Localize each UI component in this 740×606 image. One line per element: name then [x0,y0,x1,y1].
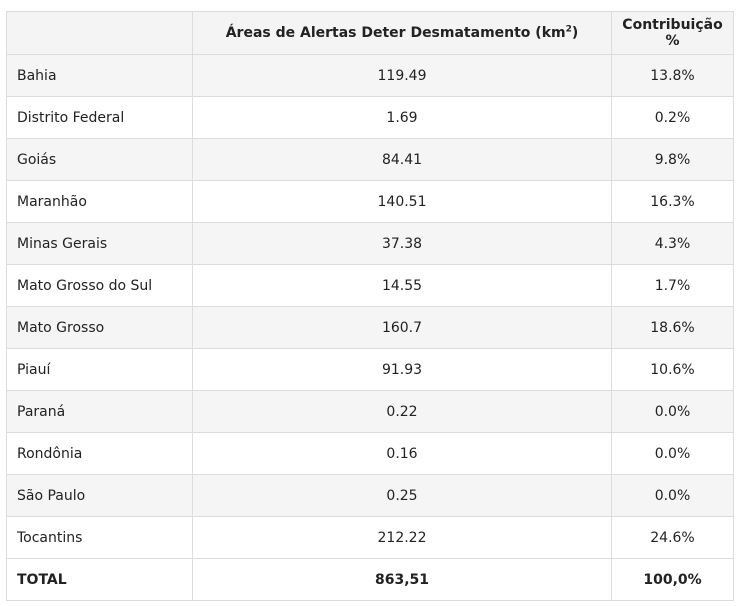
state-cell: Piauí [6,348,193,391]
contribution-cell: 24.6% [611,516,734,559]
header-area: Áreas de Alertas Deter Desmatamento (km2… [192,11,612,55]
state-cell: Rondônia [6,432,193,475]
state-cell: Tocantins [6,516,193,559]
table-row: Mato Grosso 160.7 18.6% [6,306,734,349]
header-state [6,11,193,55]
contribution-cell: 9.8% [611,138,734,181]
table-row: Tocantins 212.22 24.6% [6,516,734,559]
area-cell: 140.51 [192,180,612,223]
contribution-cell: 0.0% [611,474,734,517]
total-area: 863,51 [192,558,612,601]
area-cell: 0.16 [192,432,612,475]
table-row: São Paulo 0.25 0.0% [6,474,734,517]
total-contribution: 100,0% [611,558,734,601]
state-cell: Distrito Federal [6,96,193,139]
header-area-close: ) [571,25,579,41]
area-cell: 0.25 [192,474,612,517]
state-cell: Maranhão [6,180,193,223]
contribution-cell: 0.0% [611,432,734,475]
contribution-cell: 10.6% [611,348,734,391]
contribution-cell: 18.6% [611,306,734,349]
contribution-cell: 13.8% [611,54,734,97]
contribution-cell: 16.3% [611,180,734,223]
contribution-cell: 0.2% [611,96,734,139]
state-cell: Bahia [6,54,193,97]
area-cell: 212.22 [192,516,612,559]
area-cell: 1.69 [192,96,612,139]
total-label: TOTAL [6,558,193,601]
table-row: Minas Gerais 37.38 4.3% [6,222,734,265]
table-row: Goiás 84.41 9.8% [6,138,734,181]
area-cell: 37.38 [192,222,612,265]
table-row: Piauí 91.93 10.6% [6,348,734,391]
table-row: Distrito Federal 1.69 0.2% [6,96,734,139]
header-contribution: Contribuição % [611,11,734,55]
table-row: Bahia 119.49 13.8% [6,54,734,97]
deforestation-alerts-table: Áreas de Alertas Deter Desmatamento (km2… [6,11,734,601]
total-row: TOTAL 863,51 100,0% [6,558,734,601]
header-area-superscript: 2 [565,24,572,35]
table-header-row: Áreas de Alertas Deter Desmatamento (km2… [6,11,734,55]
area-cell: 119.49 [192,54,612,97]
header-area-text: Áreas de Alertas Deter Desmatamento (km [225,25,566,41]
area-cell: 14.55 [192,264,612,307]
state-cell: São Paulo [6,474,193,517]
area-cell: 160.7 [192,306,612,349]
state-cell: Mato Grosso do Sul [6,264,193,307]
state-cell: Minas Gerais [6,222,193,265]
table-row: Paraná 0.22 0.0% [6,390,734,433]
state-cell: Paraná [6,390,193,433]
table-row: Rondônia 0.16 0.0% [6,432,734,475]
area-cell: 91.93 [192,348,612,391]
state-cell: Goiás [6,138,193,181]
area-cell: 0.22 [192,390,612,433]
contribution-cell: 1.7% [611,264,734,307]
state-cell: Mato Grosso [6,306,193,349]
contribution-cell: 0.0% [611,390,734,433]
area-cell: 84.41 [192,138,612,181]
table-row: Maranhão 140.51 16.3% [6,180,734,223]
deforestation-table-container: Áreas de Alertas Deter Desmatamento (km2… [6,11,734,601]
contribution-cell: 4.3% [611,222,734,265]
table-row: Mato Grosso do Sul 14.55 1.7% [6,264,734,307]
